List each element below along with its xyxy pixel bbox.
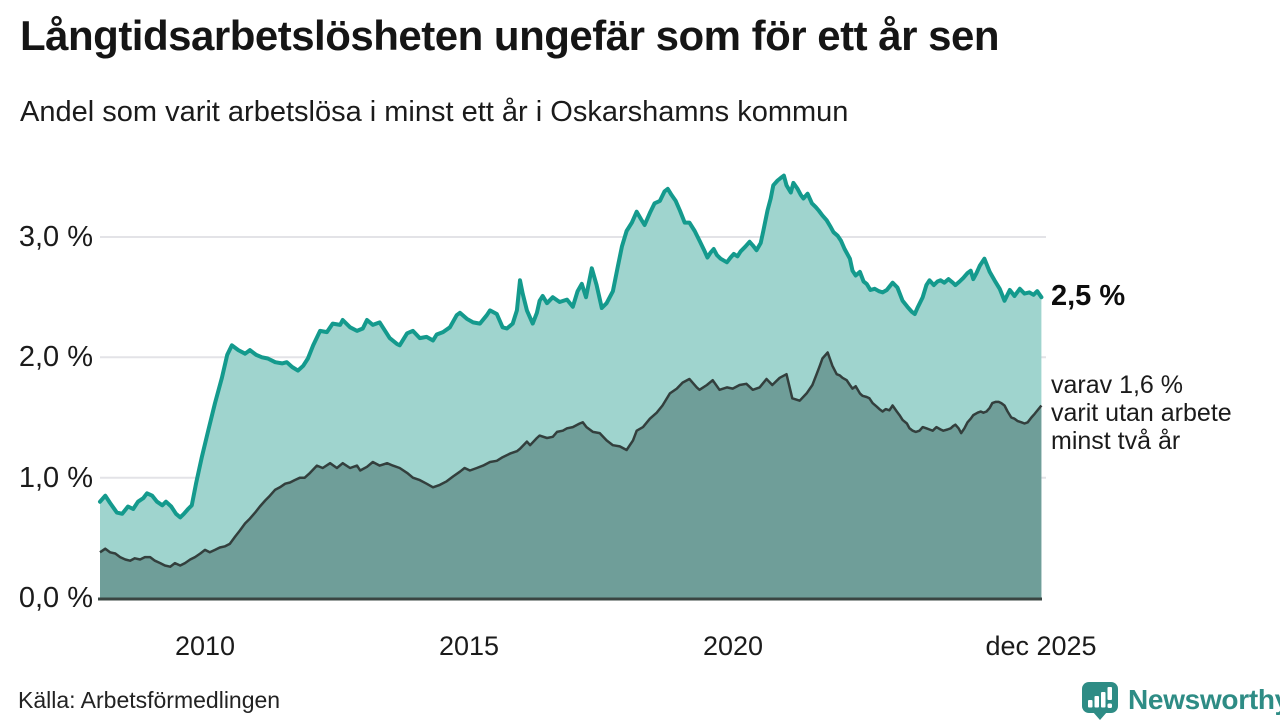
newsworthy-logo-text: Newsworthy xyxy=(1128,684,1280,715)
source-note: Källa: Arbetsförmedlingen xyxy=(18,687,281,713)
annotation-secondary-line2: varit utan arbete xyxy=(1051,399,1232,427)
annotation-secondary-line1: varav 1,6 % xyxy=(1051,371,1184,399)
newsworthy-logo: Newsworthy xyxy=(1080,680,1280,720)
annotation-secondary-line3: minst två år xyxy=(1051,427,1181,455)
page-subtitle: Andel som varit arbetslösa i minst ett å… xyxy=(20,96,849,128)
annotation-latest-value: 2,5 % xyxy=(1051,280,1126,312)
y-tick-label: 1,0 % xyxy=(18,461,93,494)
annotation-secondary-series: varav 1,6 % varit utan arbete minst två … xyxy=(1051,371,1232,455)
x-tick-label: 2010 xyxy=(174,631,236,661)
x-tick-label: 2020 xyxy=(702,631,764,661)
newsworthy-logo-icon xyxy=(1082,682,1118,720)
y-tick-label: 2,0 % xyxy=(18,341,93,374)
x-tick-label: dec 2025 xyxy=(985,631,1097,661)
y-tick-label: 3,0 % xyxy=(18,221,93,253)
page-title: Långtidsarbetslösheten ungefär som för e… xyxy=(20,12,1000,59)
x-tick-label: 2015 xyxy=(438,631,500,661)
y-tick-label: 0,0 % xyxy=(18,582,93,614)
